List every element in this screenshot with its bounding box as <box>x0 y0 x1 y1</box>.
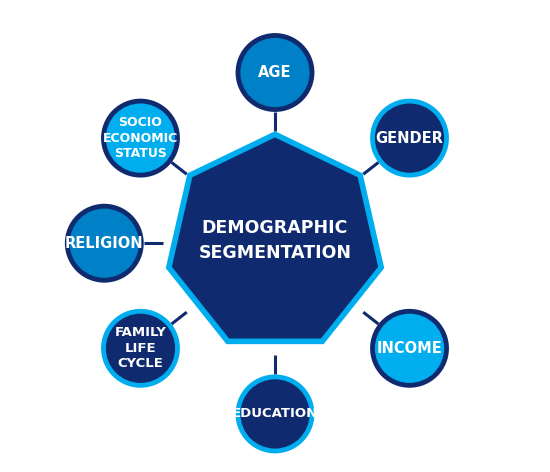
Circle shape <box>106 103 175 173</box>
Circle shape <box>65 204 144 283</box>
Circle shape <box>240 38 310 107</box>
Circle shape <box>106 314 175 383</box>
Circle shape <box>235 374 315 453</box>
Text: AGE: AGE <box>258 65 292 80</box>
Circle shape <box>70 209 139 278</box>
Text: RELIGION: RELIGION <box>65 236 144 251</box>
Polygon shape <box>166 131 384 344</box>
Text: FAMILY
LIFE
CYCLE: FAMILY LIFE CYCLE <box>114 326 167 371</box>
Circle shape <box>101 99 180 177</box>
Text: EDUCATION: EDUCATION <box>232 407 318 421</box>
Polygon shape <box>172 137 378 338</box>
Circle shape <box>235 33 315 112</box>
Text: DEMOGRAPHIC
SEGMENTATION: DEMOGRAPHIC SEGMENTATION <box>199 219 351 262</box>
Text: INCOME: INCOME <box>377 341 442 356</box>
Circle shape <box>370 99 449 177</box>
Text: SOCIO
ECONOMIC
STATUS: SOCIO ECONOMIC STATUS <box>103 116 178 160</box>
Circle shape <box>375 103 444 173</box>
Circle shape <box>370 309 449 388</box>
Circle shape <box>375 314 444 383</box>
Text: GENDER: GENDER <box>376 131 443 146</box>
Circle shape <box>240 379 310 448</box>
Circle shape <box>101 309 180 388</box>
